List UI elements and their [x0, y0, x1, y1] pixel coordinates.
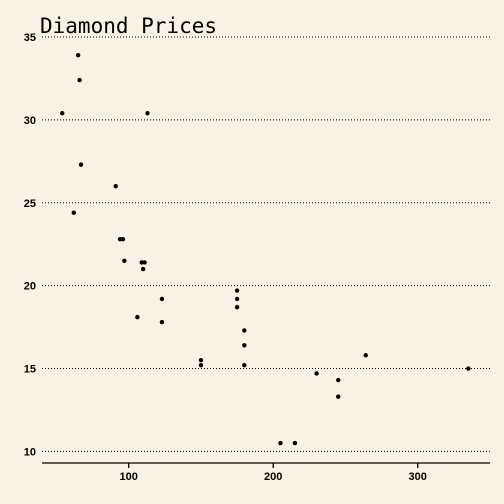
data-point	[278, 440, 283, 446]
data-point	[336, 377, 341, 383]
data-point	[71, 210, 76, 215]
data-point	[60, 111, 65, 116]
data-point	[159, 296, 165, 302]
data-point	[77, 77, 82, 83]
data-point	[234, 288, 240, 293]
y-tick-label: 25	[24, 198, 36, 210]
axis-layer: 10 15 20 25 30 35 100 200 300	[24, 32, 490, 483]
points-layer	[60, 53, 471, 446]
data-point	[120, 237, 126, 242]
data-point	[363, 353, 368, 358]
data-point	[336, 394, 341, 399]
data-point	[292, 440, 298, 446]
data-point	[78, 162, 84, 167]
data-point	[75, 53, 81, 58]
data-point	[242, 363, 247, 368]
x-tick-label: 100	[120, 471, 138, 483]
data-point	[122, 258, 127, 263]
data-point	[466, 366, 471, 371]
chart-title: Diamond Prices	[40, 14, 217, 38]
data-point	[113, 183, 118, 189]
x-tick-label: 300	[409, 471, 427, 483]
data-point	[135, 314, 140, 320]
data-point	[198, 358, 204, 363]
y-tick-label: 30	[24, 115, 36, 127]
data-point	[234, 304, 240, 310]
y-tick-label: 15	[24, 364, 36, 376]
y-tick-label: 10	[24, 446, 36, 458]
data-point	[159, 319, 165, 325]
data-point	[242, 343, 247, 348]
data-point	[198, 363, 204, 368]
data-point	[234, 296, 240, 302]
data-point	[142, 260, 147, 265]
data-point	[140, 266, 146, 272]
x-tick-label: 200	[264, 471, 282, 483]
data-point	[314, 371, 319, 376]
y-tick-label: 35	[24, 32, 36, 44]
y-tick-label: 20	[24, 281, 36, 293]
data-point	[145, 111, 150, 116]
data-point	[242, 328, 247, 333]
